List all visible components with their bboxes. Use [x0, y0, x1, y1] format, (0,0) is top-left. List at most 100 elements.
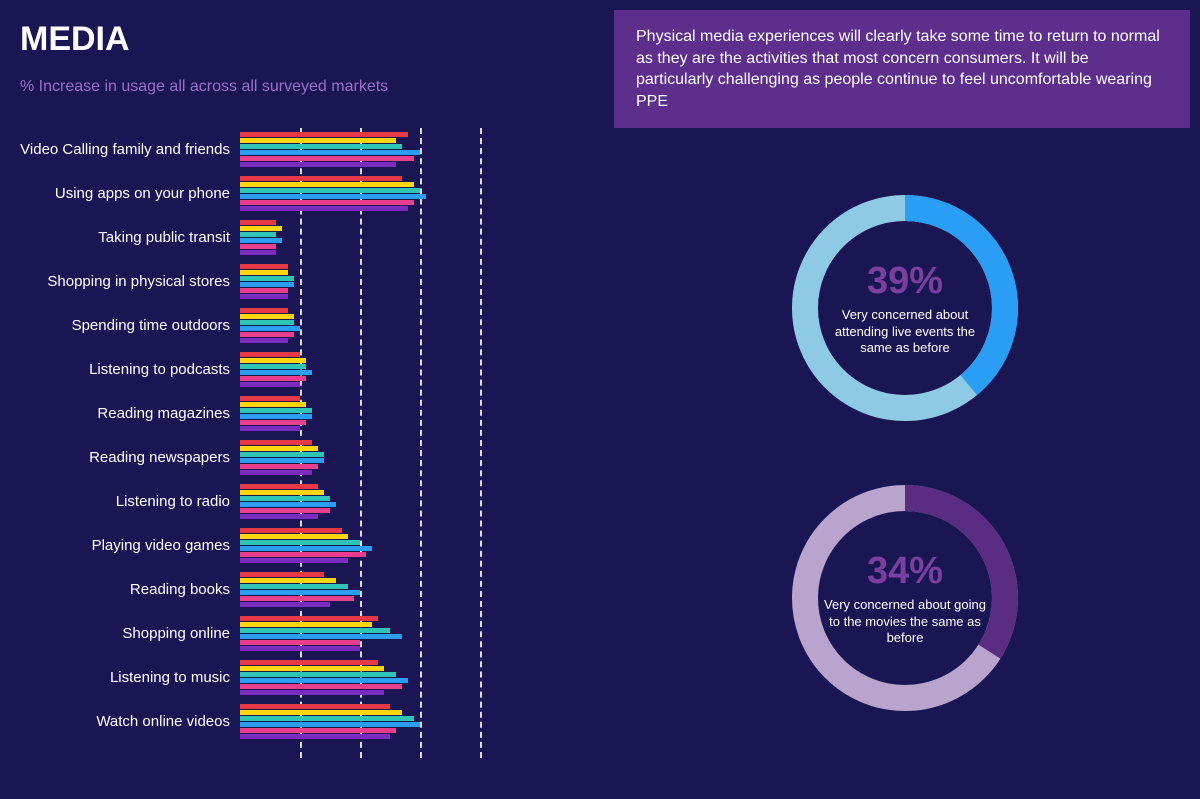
bar	[240, 232, 276, 237]
bars-group	[240, 348, 590, 392]
bar	[240, 282, 294, 287]
info-box: Physical media experiences will clearly …	[614, 10, 1190, 128]
donut-center: 34%Very concerned about going to the mov…	[820, 551, 990, 647]
bar	[240, 728, 396, 733]
bar	[240, 314, 294, 319]
bar	[240, 276, 294, 281]
bar	[240, 420, 306, 425]
bar	[240, 162, 396, 167]
bar	[240, 590, 360, 595]
bar	[240, 382, 300, 387]
bar	[240, 690, 384, 695]
bar	[240, 496, 330, 501]
chart-category-label: Watch online videos	[10, 713, 240, 730]
bar	[240, 176, 402, 181]
bar	[240, 484, 318, 489]
bar	[240, 578, 336, 583]
bar	[240, 206, 408, 211]
bars-group	[240, 392, 590, 436]
bars-group	[240, 436, 590, 480]
bar	[240, 226, 282, 231]
bar	[240, 308, 288, 313]
bar	[240, 446, 318, 451]
bar	[240, 716, 414, 721]
bar	[240, 370, 312, 375]
chart-row: Taking public transit	[10, 216, 590, 260]
bar	[240, 596, 354, 601]
bar	[240, 288, 288, 293]
bar	[240, 188, 420, 193]
bar	[240, 452, 324, 457]
chart-row: Watch online videos	[10, 700, 590, 744]
chart-category-label: Listening to podcasts	[10, 361, 240, 378]
bar	[240, 704, 390, 709]
bar	[240, 628, 390, 633]
bar	[240, 508, 330, 513]
bar	[240, 138, 396, 143]
donut-description: Very concerned about going to the movies…	[820, 598, 990, 647]
bar	[240, 320, 294, 325]
chart-row: Spending time outdoors	[10, 304, 590, 348]
chart-category-label: Listening to music	[10, 669, 240, 686]
bar	[240, 684, 402, 689]
bar	[240, 338, 288, 343]
bars-group	[240, 524, 590, 568]
bars-group	[240, 612, 590, 656]
bar	[240, 220, 276, 225]
bars-group	[240, 568, 590, 612]
chart-category-label: Taking public transit	[10, 229, 240, 246]
bar	[240, 144, 402, 149]
bar	[240, 502, 336, 507]
bar	[240, 294, 288, 299]
bar	[240, 678, 408, 683]
donut-description: Very concerned about attending live even…	[820, 308, 990, 357]
bar	[240, 540, 360, 545]
chart-category-label: Shopping online	[10, 625, 240, 642]
bar	[240, 722, 420, 727]
bar	[240, 672, 396, 677]
bar	[240, 616, 378, 621]
bar	[240, 514, 318, 519]
bar	[240, 572, 324, 577]
donut-charts-container: 39%Very concerned about attending live e…	[610, 188, 1200, 718]
chart-row: Reading magazines	[10, 392, 590, 436]
bar	[240, 358, 306, 363]
info-box-text: Physical media experiences will clearly …	[636, 26, 1168, 112]
bar	[240, 414, 312, 419]
bar-chart: Video Calling family and friendsUsing ap…	[10, 128, 590, 758]
bar	[240, 326, 300, 331]
bar	[240, 150, 420, 155]
donut-center: 39%Very concerned about attending live e…	[820, 261, 990, 357]
bar	[240, 156, 414, 161]
chart-row: Reading newspapers	[10, 436, 590, 480]
donut-percent: 34%	[820, 551, 990, 594]
bar	[240, 440, 312, 445]
chart-subtitle: % Increase in usage all across all surve…	[20, 77, 400, 98]
chart-category-label: Reading books	[10, 581, 240, 598]
chart-category-label: Spending time outdoors	[10, 317, 240, 334]
donut-chart: 34%Very concerned about going to the mov…	[785, 478, 1025, 718]
chart-row: Shopping online	[10, 612, 590, 656]
chart-category-label: Reading newspapers	[10, 449, 240, 466]
chart-category-label: Playing video games	[10, 537, 240, 554]
bar	[240, 552, 366, 557]
chart-category-label: Reading magazines	[10, 405, 240, 422]
chart-row: Reading books	[10, 568, 590, 612]
bar	[240, 402, 306, 407]
bar	[240, 734, 390, 739]
bars-group	[240, 260, 590, 304]
bars-group	[240, 480, 590, 524]
bar	[240, 364, 306, 369]
bars-group	[240, 656, 590, 700]
bar	[240, 352, 300, 357]
bar	[240, 132, 408, 137]
chart-row: Video Calling family and friends	[10, 128, 590, 172]
chart-row: Listening to radio	[10, 480, 590, 524]
bar	[240, 640, 360, 645]
bar	[240, 194, 426, 199]
bar	[240, 238, 282, 243]
bar	[240, 558, 348, 563]
chart-row: Listening to podcasts	[10, 348, 590, 392]
bar	[240, 396, 300, 401]
bar	[240, 666, 384, 671]
